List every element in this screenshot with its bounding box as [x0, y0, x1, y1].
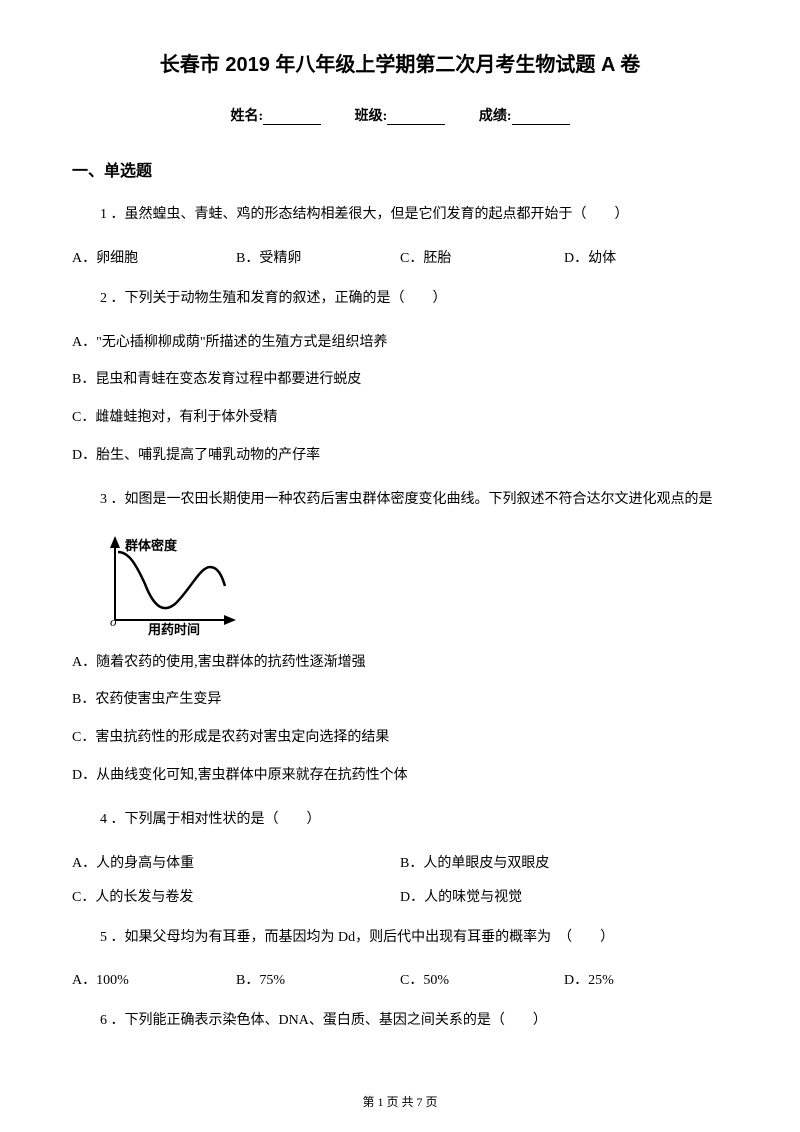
svg-text:o: o [110, 614, 117, 629]
option-c: C．雌雄蛙抱对，有利于体外受精 [72, 406, 728, 430]
option-a: A．100% [72, 969, 236, 989]
option-a: A．卵细胞 [72, 247, 236, 267]
question-4-options-row1: A．人的身高与体重 B．人的单眼皮与双眼皮 [72, 852, 728, 872]
option-c: C．人的长发与卷发 [72, 886, 400, 906]
option-d: D．人的味觉与视觉 [400, 886, 728, 906]
student-info-row: 姓名: 班级: 成绩: [72, 105, 728, 125]
option-d: D．幼体 [564, 247, 728, 267]
page-title: 长春市 2019 年八年级上学期第二次月考生物试题 A 卷 [72, 48, 728, 77]
page-footer: 第 1 页 共 7 页 [0, 1093, 800, 1110]
question-2: 2 ．下列关于动物生殖和发育的叙述，正确的是（ ） [72, 287, 728, 311]
section-1-header: 一、单选题 [72, 157, 728, 181]
option-d: D．从曲线变化可知,害虫群体中原来就存在抗药性个体 [72, 764, 728, 788]
class-blank [387, 109, 445, 125]
score-blank [512, 109, 570, 125]
question-5-options: A．100% B．75% C．50% D．25% [72, 969, 728, 989]
option-a: A．随着农药的使用,害虫群体的抗药性逐渐增强 [72, 651, 728, 675]
option-b: B．昆虫和青蛙在变态发育过程中都要进行蜕皮 [72, 368, 728, 392]
option-d: D．胎生、哺乳提高了哺乳动物的产仔率 [72, 444, 728, 468]
question-4: 4 ．下列属于相对性状的是（ ） [72, 808, 728, 832]
question-1: 1 ．虽然蝗虫、青蛙、鸡的形态结构相差很大，但是它们发育的起点都开始于（ ） [72, 203, 728, 227]
svg-text:群体密度: 群体密度 [125, 538, 178, 553]
option-a: A．人的身高与体重 [72, 852, 400, 872]
question-5: 5 ．如果父母均为有耳垂，而基因均为 Dd，则后代中出现有耳垂的概率为 （ ） [72, 926, 728, 950]
name-label: 姓名: [230, 109, 263, 124]
option-b: B．75% [236, 969, 400, 989]
question-3: 3 ．如图是一农田长期使用一种农药后害虫群体密度变化曲线。下列叙述不符合达尔文进… [72, 488, 728, 512]
option-c: C．50% [400, 969, 564, 989]
question-4-options-row2: C．人的长发与卷发 D．人的味觉与视觉 [72, 886, 728, 906]
option-c: C．胚胎 [400, 247, 564, 267]
option-b: B．人的单眼皮与双眼皮 [400, 852, 728, 872]
question-6: 6 ．下列能正确表示染色体、DNA、蛋白质、基因之间关系的是（ ） [72, 1009, 728, 1033]
name-blank [263, 109, 321, 125]
score-label: 成绩: [479, 109, 512, 124]
density-curve-graph: o 群体密度 用药时间 [100, 532, 245, 637]
class-label: 班级: [355, 109, 388, 124]
option-d: D．25% [564, 969, 728, 989]
option-b: B．受精卵 [236, 247, 400, 267]
option-c: C．害虫抗药性的形成是农药对害虫定向选择的结果 [72, 726, 728, 750]
option-a: A．"无心插柳柳成荫"所描述的生殖方式是组织培养 [72, 331, 728, 355]
option-b: B．农药使害虫产生变异 [72, 688, 728, 712]
svg-text:用药时间: 用药时间 [147, 622, 200, 637]
question-1-options: A．卵细胞 B．受精卵 C．胚胎 D．幼体 [72, 247, 728, 267]
